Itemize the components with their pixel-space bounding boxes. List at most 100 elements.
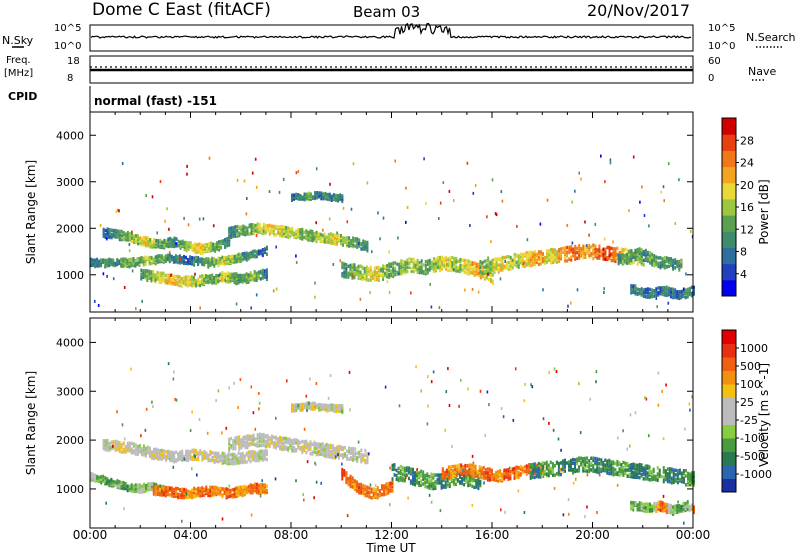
- heatmap-cell: [479, 271, 482, 276]
- heatmap-cell: [279, 437, 281, 441]
- heatmap-cell: [279, 440, 281, 445]
- heatmap-cell: [214, 242, 216, 247]
- heatmap-cell: [132, 263, 135, 268]
- heatmap-cell: [156, 277, 159, 281]
- heatmap-cell: [495, 266, 498, 270]
- heatmap-cell: [255, 487, 258, 492]
- heatmap-cell: [437, 265, 439, 270]
- heatmap-cell: [249, 450, 252, 454]
- heatmap-cell: [649, 251, 651, 255]
- heatmap-cell: [432, 475, 435, 480]
- heatmap-cell: [461, 264, 464, 268]
- heatmap-cell: [598, 254, 601, 258]
- heatmap-cell: [138, 487, 141, 492]
- heatmap-cell: [337, 404, 340, 408]
- heatmap-cell: [201, 251, 204, 255]
- heatmap-cell: [525, 251, 528, 255]
- heatmap-cell: [256, 433, 259, 437]
- date-label: 20/Nov/2017: [587, 1, 690, 20]
- heatmap-cell: [414, 262, 417, 266]
- heatmap-cell: [515, 264, 518, 268]
- heatmap-cell: [501, 267, 504, 271]
- heatmap-cell: [225, 454, 228, 459]
- heatmap-cell: [422, 263, 425, 267]
- heatmap-cell: [490, 272, 492, 277]
- heatmap-cell: [351, 271, 354, 275]
- heatmap-cell: [438, 475, 441, 479]
- heatmap-cell: [116, 479, 119, 483]
- heatmap-cell: [665, 287, 668, 291]
- ytick-label: 2000: [56, 222, 84, 235]
- heatmap-cell: [523, 469, 526, 474]
- heatmap-cell: [314, 401, 316, 406]
- heatmap-cell: [414, 477, 416, 481]
- heatmap-cell: [237, 493, 240, 498]
- freq-label: Freq.: [6, 55, 31, 66]
- heatmap-cell: [445, 255, 448, 260]
- heatmap-cell: [342, 206, 345, 210]
- heatmap-cell: [146, 256, 149, 260]
- heatmap-cell: [303, 444, 306, 449]
- heatmap-cell: [638, 249, 641, 253]
- heatmap-cell: [470, 474, 473, 478]
- heatmap-cell: [643, 214, 646, 217]
- heatmap-cell: [412, 270, 415, 274]
- heatmap-cell: [432, 484, 435, 489]
- heatmap-cell: [329, 182, 331, 186]
- heatmap-cell: [217, 262, 220, 267]
- heatmap-cell: [203, 487, 206, 491]
- heatmap-cell: [132, 449, 135, 453]
- heatmap-cell: [509, 474, 512, 478]
- heatmap-cell: [140, 447, 143, 451]
- heatmap-cell: [393, 473, 396, 477]
- heatmap-cell: [185, 240, 188, 245]
- heatmap-cell: [499, 472, 502, 477]
- heatmap-cell: [128, 486, 131, 491]
- heatmap-cell: [485, 263, 488, 267]
- heatmap-cell: [423, 157, 425, 161]
- heatmap-cell: [192, 283, 195, 288]
- heatmap-cell: [163, 454, 165, 459]
- heatmap-cell: [356, 451, 359, 455]
- heatmap-cell: [482, 466, 485, 470]
- heatmap-cell: [140, 256, 143, 260]
- heatmap-cell: [449, 264, 452, 268]
- heatmap-cell: [265, 451, 268, 456]
- heatmap-cell: [167, 449, 170, 454]
- heatmap-cell: [195, 255, 198, 260]
- heatmap-cell: [341, 477, 344, 481]
- heatmap-cell: [667, 286, 670, 291]
- heatmap-cell: [594, 244, 597, 248]
- heatmap-cell: [237, 487, 240, 492]
- heatmap-cell: [342, 447, 344, 452]
- heatmap-cell: [612, 256, 615, 260]
- heatmap-cell: [352, 456, 355, 461]
- heatmap-cell: [114, 447, 117, 452]
- heatmap-cell: [612, 240, 614, 244]
- heatmap-cell: [241, 493, 244, 498]
- heatmap-cell: [185, 245, 188, 249]
- heatmap-cell: [351, 478, 354, 482]
- heatmap-cell: [420, 259, 423, 263]
- heatmap-cell: [144, 272, 147, 276]
- heatmap-cell: [505, 255, 508, 259]
- heatmap-cell: [261, 273, 264, 278]
- heatmap-cell: [680, 260, 682, 264]
- heatmap-cell: [186, 164, 188, 168]
- heatmap-cell: [266, 226, 269, 230]
- heatmap-cell: [205, 490, 208, 494]
- heatmap-cell: [340, 234, 342, 238]
- heatmap-cell: [231, 452, 234, 457]
- heatmap-cell: [345, 480, 348, 485]
- heatmap-cell: [554, 259, 556, 264]
- heatmap-cell: [377, 265, 380, 270]
- heatmap-cell: [255, 277, 258, 281]
- heatmap-cell: [181, 452, 184, 456]
- heatmap-cell: [507, 471, 510, 475]
- heatmap-cell: [450, 465, 452, 469]
- heatmap-cell: [444, 485, 447, 489]
- heatmap-cell: [331, 238, 334, 242]
- heatmap-cell: [238, 447, 241, 451]
- heatmap-cell: [638, 288, 641, 292]
- heatmap-cell: [238, 231, 241, 235]
